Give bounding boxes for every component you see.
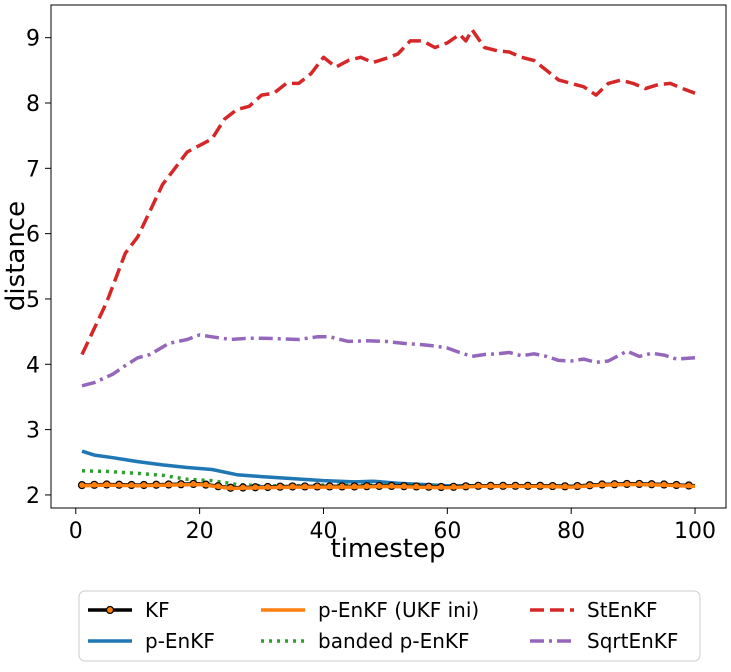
legend-frame bbox=[78, 590, 701, 662]
legend-label-p-enkf-ukf-ini: p-EnKF (UKF ini) bbox=[318, 598, 479, 622]
x-tick-label: 0 bbox=[69, 519, 83, 544]
y-tick-label: 9 bbox=[26, 27, 40, 52]
y-tick-label: 3 bbox=[26, 419, 40, 444]
y-axis-label: distance bbox=[1, 201, 31, 311]
y-axis-ticks: 2 3 4 5 6 7 8 9 bbox=[26, 27, 51, 509]
series-line-p-enkf-ukf-ini bbox=[81, 482, 696, 491]
series-line-stenkf bbox=[80, 28, 696, 356]
legend-label-stenkf: StEnKF bbox=[587, 598, 657, 622]
legend: KF p-EnKF p-EnKF (UKF ini) banded p-EnKF StE… bbox=[78, 590, 701, 662]
y-tick-label: 2 bbox=[26, 484, 40, 509]
x-axis-ticks: 0 20 40 60 80 100 bbox=[69, 508, 716, 544]
legend-label-p-enkf: p-EnKF bbox=[145, 629, 215, 653]
plot-area-frame bbox=[50, 4, 727, 509]
y-tick-label: 4 bbox=[26, 353, 40, 378]
x-tick-label: 20 bbox=[186, 519, 214, 544]
y-tick-label: 6 bbox=[26, 223, 40, 248]
series-layer bbox=[77, 28, 696, 492]
y-tick-label: 5 bbox=[26, 288, 40, 313]
x-tick-label: 100 bbox=[674, 519, 716, 544]
series-line-sqrtenkf bbox=[81, 333, 696, 388]
x-tick-label: 80 bbox=[557, 519, 585, 544]
legend-label-banded-p-enkf: banded p-EnKF bbox=[318, 629, 470, 653]
x-axis-label: timestep bbox=[331, 534, 446, 564]
y-tick-label: 8 bbox=[26, 92, 40, 117]
y-tick-label: 7 bbox=[26, 157, 40, 182]
legend-marker-kf bbox=[105, 605, 115, 615]
x-tick-label: 60 bbox=[433, 519, 461, 544]
legend-label-sqrtenkf: SqrtEnKF bbox=[587, 629, 678, 653]
legend-label-kf: KF bbox=[145, 598, 170, 622]
x-tick-label: 40 bbox=[309, 519, 337, 544]
